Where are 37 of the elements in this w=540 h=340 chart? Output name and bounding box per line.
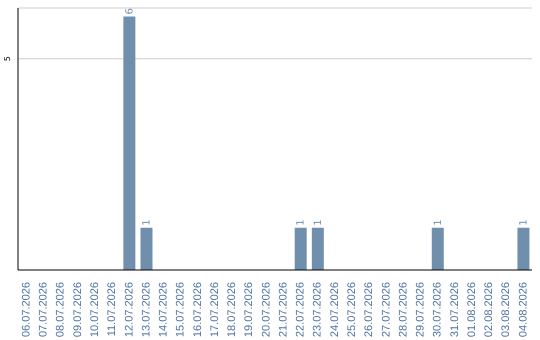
data-label: 1 bbox=[296, 219, 307, 226]
x-tick-label: 01.08.2026 bbox=[466, 282, 478, 338]
x-tick-label: 08.07.2026 bbox=[54, 282, 67, 338]
x-tick-label: 16.07.2026 bbox=[192, 282, 204, 338]
x-tick-label: 23.07.2026 bbox=[312, 282, 324, 338]
x-tick-label: 31.07.2026 bbox=[448, 282, 461, 338]
x-tick-label: 20.07.2026 bbox=[260, 282, 272, 338]
x-tick-label: 28.07.2026 bbox=[397, 282, 410, 338]
x-tick-label: 17.07.2026 bbox=[208, 282, 221, 338]
x-tick-label: 11.07.2026 bbox=[106, 282, 118, 336]
x-tick-label: 30.07.2026 bbox=[432, 282, 444, 338]
x-tick-label: 13.07.2026 bbox=[140, 282, 152, 338]
x-tick-label: 24.07.2026 bbox=[328, 282, 341, 338]
x-tick-label: 29.07.2026 bbox=[414, 282, 427, 338]
x-tick-label: 19.07.2026 bbox=[243, 282, 256, 338]
x-tick-label: 18.07.2026 bbox=[226, 282, 238, 338]
data-label: 6 bbox=[124, 8, 136, 14]
x-tick-label: 07.07.2026 bbox=[38, 282, 50, 338]
data-label: 1 bbox=[518, 219, 530, 226]
x-tick-label: 06.07.2026 bbox=[20, 282, 32, 338]
data-label: 1 bbox=[312, 219, 324, 226]
x-tick-label: 02.08.2026 bbox=[483, 282, 496, 338]
x-tick-label: 15.07.2026 bbox=[174, 282, 187, 338]
x-tick-label: 03.08.2026 bbox=[500, 282, 512, 338]
x-tick-label: 14.07.2026 bbox=[158, 282, 170, 338]
x-tick-label: 21.07.2026 bbox=[277, 282, 290, 338]
x-tick-label: 25.07.2026 bbox=[346, 282, 358, 338]
x-tick-label: 22.07.2026 bbox=[294, 282, 307, 338]
data-label: 1 bbox=[432, 219, 444, 226]
x-tick-label: 10.07.2026 bbox=[89, 282, 102, 338]
x-tick-label: 04.08.2026 bbox=[517, 282, 530, 338]
x-tick-label: 27.07.2026 bbox=[380, 282, 392, 338]
x-tick-label: 26.07.2026 bbox=[363, 282, 376, 338]
y-tick-label: 5 bbox=[3, 56, 12, 62]
x-tick-label: 09.07.2026 bbox=[72, 282, 84, 338]
data-label: 1 bbox=[142, 219, 153, 226]
x-tick-label: 12.07.2026 bbox=[123, 282, 136, 338]
